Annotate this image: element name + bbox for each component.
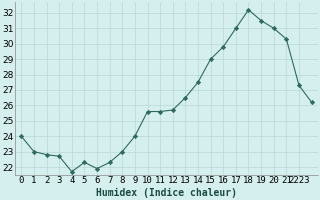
X-axis label: Humidex (Indice chaleur): Humidex (Indice chaleur)	[96, 188, 237, 198]
